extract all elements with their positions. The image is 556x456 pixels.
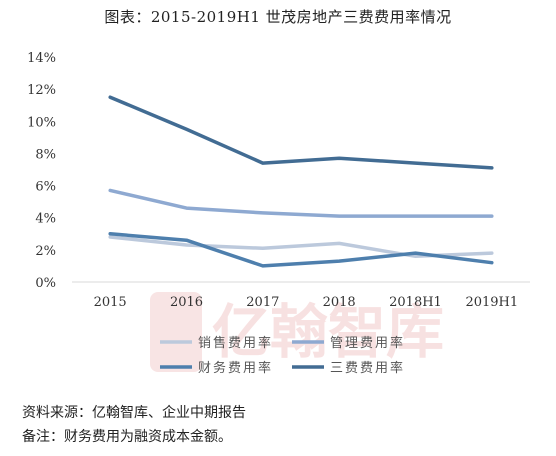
x-axis: 2015 2016 2017 2018 2018H1 2019H1	[94, 295, 519, 310]
y-tick-label: 6%	[35, 180, 56, 195]
legend-label-1: 销售费用率	[198, 335, 273, 351]
x-tick-label: 2017	[246, 295, 279, 310]
x-tick-label: 2018H1	[389, 295, 442, 310]
x-tick-label: 2016	[170, 295, 203, 310]
y-tick-label: 10%	[27, 115, 56, 130]
watermark-logo-mark	[150, 292, 202, 372]
series-line-4	[108, 95, 494, 170]
y-tick-label: 0%	[35, 276, 56, 291]
chart-title: 图表：2015-2019H1 世茂房地产三费费用率情况	[104, 8, 452, 26]
y-tick-label: 2%	[35, 244, 56, 259]
watermark: 亿翰智库	[150, 292, 444, 372]
y-tick-label: 14%	[27, 51, 56, 66]
y-tick-label: 4%	[35, 212, 56, 227]
remark-note: 备注：财务费用为融资成本金额。	[22, 429, 232, 445]
x-tick-label: 2019H1	[465, 295, 518, 310]
y-axis: 0% 2% 4% 6% 8% 10% 12% 14%	[27, 51, 56, 291]
y-tick-label: 12%	[27, 83, 56, 98]
legend-label-2: 管理费用率	[330, 335, 405, 351]
source-note: 资料来源：亿翰智库、企业中期报告	[22, 405, 246, 421]
series-lines	[108, 95, 494, 268]
legend-label-3: 财务费用率	[198, 360, 273, 376]
watermark-text: 亿翰智库	[212, 298, 444, 366]
y-tick-label: 8%	[35, 147, 56, 162]
legend-label-4: 三费费用率	[330, 360, 405, 376]
series-line-3	[108, 232, 494, 268]
x-tick-label: 2018	[323, 295, 356, 310]
series-line-2	[108, 188, 494, 218]
x-tick-label: 2015	[94, 295, 127, 310]
